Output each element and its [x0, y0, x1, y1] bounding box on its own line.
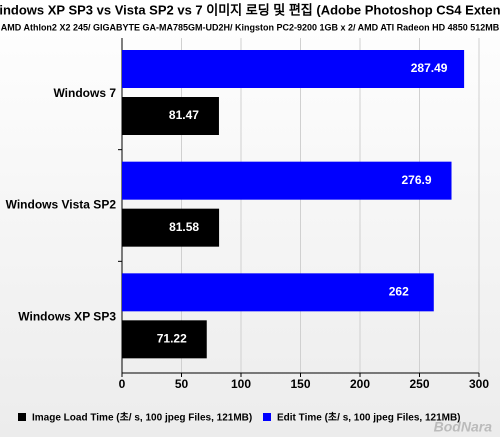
data-label: 262: [389, 285, 409, 299]
legend-label: Image Load Time (초/ s, 100 jpeg Files, 1…: [32, 411, 252, 424]
data-label: 287.49: [411, 61, 448, 75]
watermark: BodNara: [434, 419, 493, 435]
y-tick-label: Windows XP SP3: [18, 309, 116, 323]
legend-swatch: [263, 413, 271, 421]
chart-title: Windows XP SP3 vs Vista SP2 vs 7 이미지 로딩 …: [0, 2, 500, 17]
x-tick-label: 250: [409, 377, 429, 391]
x-tick-label: 150: [290, 377, 310, 391]
data-label: 81.47: [169, 108, 199, 122]
bar: [122, 320, 207, 359]
legend-label: Edit Time (초/ s, 100 jpeg Files, 121MB): [277, 411, 461, 424]
chart-subtitle: AMD Athlon2 X2 245/ GIGABYTE GA-MA785GM-…: [1, 22, 500, 32]
bar: [122, 208, 220, 247]
data-label: 81.58: [169, 220, 199, 234]
data-label: 276.9: [401, 173, 431, 187]
y-tick-label: Windows Vista SP2: [6, 198, 117, 212]
data-label: 71.22: [157, 332, 187, 346]
bar: [122, 50, 465, 88]
bar: [122, 273, 434, 312]
x-tick-label: 50: [175, 377, 189, 391]
x-tick-label: 200: [350, 377, 370, 391]
legend-swatch: [18, 413, 26, 421]
y-tick-label: Windows 7: [53, 86, 116, 100]
bar: [122, 161, 452, 200]
x-tick-label: 300: [469, 377, 489, 391]
x-tick-label: 0: [119, 377, 126, 391]
bar: [122, 97, 219, 135]
x-tick-label: 100: [231, 377, 251, 391]
